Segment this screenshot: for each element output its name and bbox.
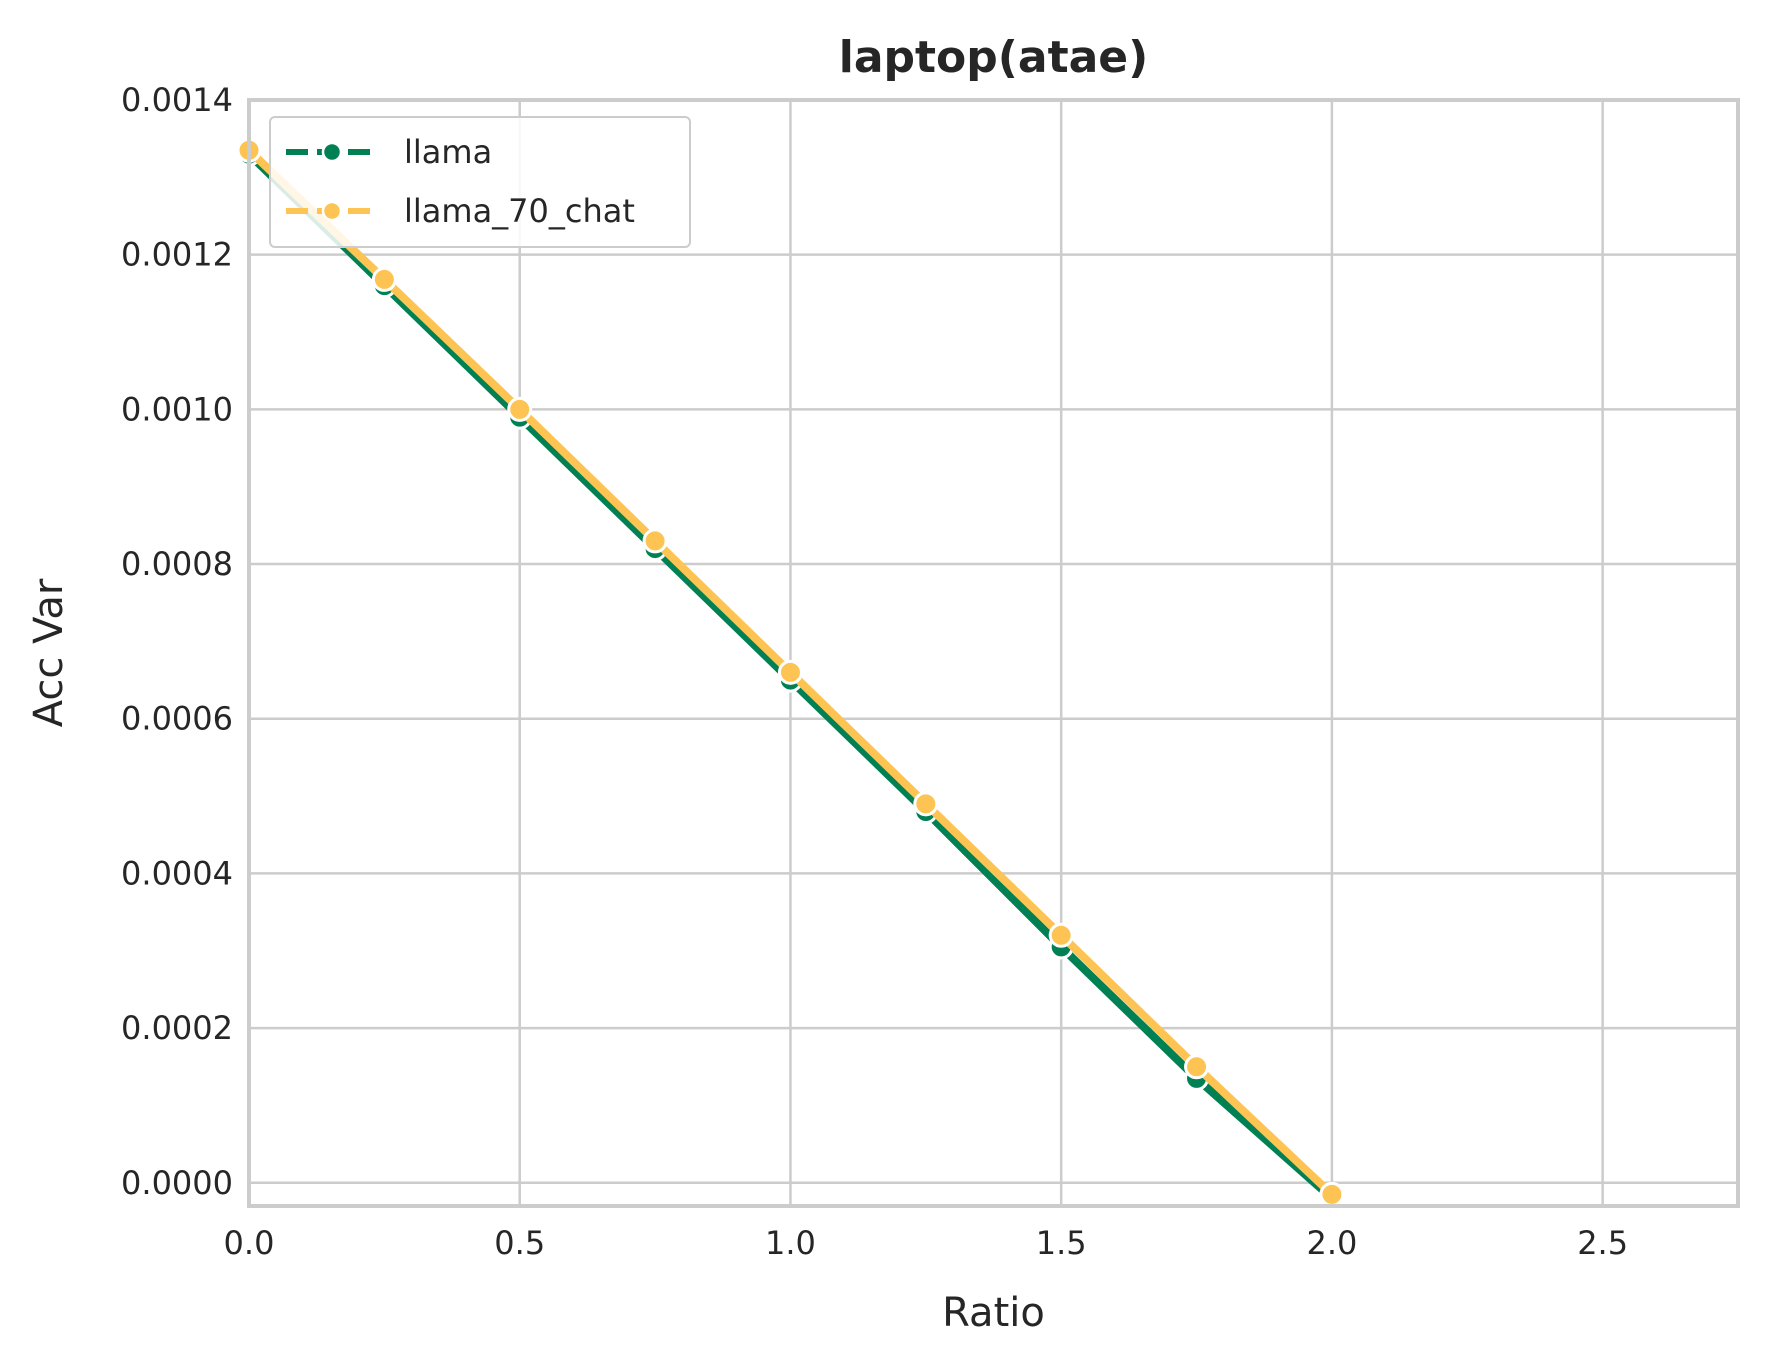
data-point bbox=[1184, 1054, 1210, 1080]
series-llama_70_chat bbox=[236, 137, 1345, 1207]
x-tick-label: 1.0 bbox=[765, 1224, 816, 1262]
data-point bbox=[642, 528, 668, 554]
x-tick-label: 0.0 bbox=[224, 1224, 275, 1262]
legend: llama llama_70_chat bbox=[269, 116, 691, 248]
legend-marker bbox=[321, 141, 343, 163]
legend-item: llama bbox=[286, 133, 492, 171]
y-axis-ticks: 0.0000 0.0002 0.0004 0.0006 0.0008 0.0010 0.00… bbox=[121, 81, 233, 1202]
series-layer bbox=[236, 137, 1345, 1211]
legend-label: llama bbox=[404, 133, 492, 171]
data-point bbox=[371, 266, 397, 292]
chart-title: laptop(atae) bbox=[839, 32, 1149, 83]
y-axis-label: Acc Var bbox=[26, 578, 72, 727]
data-point bbox=[1048, 922, 1074, 948]
data-point bbox=[777, 659, 803, 685]
plot-frame bbox=[247, 98, 1740, 1208]
data-point bbox=[913, 791, 939, 817]
legend-marker bbox=[321, 200, 343, 222]
y-tick-label: 0.0004 bbox=[121, 854, 233, 892]
y-tick-label: 0.0014 bbox=[121, 81, 233, 119]
legend-label: llama_70_chat bbox=[404, 192, 635, 230]
legend-box bbox=[269, 116, 691, 248]
y-tick-label: 0.0008 bbox=[121, 545, 233, 583]
x-tick-label: 1.5 bbox=[1036, 1224, 1087, 1262]
x-axis-label: Ratio bbox=[942, 1290, 1045, 1336]
y-tick-label: 0.0010 bbox=[121, 390, 233, 428]
y-tick-label: 0.0006 bbox=[121, 700, 233, 738]
x-tick-label: 2.0 bbox=[1306, 1224, 1357, 1262]
y-tick-label: 0.0000 bbox=[121, 1164, 233, 1202]
data-point bbox=[1319, 1181, 1345, 1207]
x-axis-ticks: 0.0 0.5 1.0 1.5 2.0 2.5 bbox=[224, 1224, 1629, 1262]
x-tick-label: 2.5 bbox=[1577, 1224, 1628, 1262]
data-point bbox=[507, 396, 533, 422]
legend-item: llama_70_chat bbox=[286, 192, 635, 230]
y-tick-label: 0.0012 bbox=[121, 236, 233, 274]
y-tick-label: 0.0002 bbox=[121, 1009, 233, 1047]
x-tick-label: 0.5 bbox=[494, 1224, 545, 1262]
